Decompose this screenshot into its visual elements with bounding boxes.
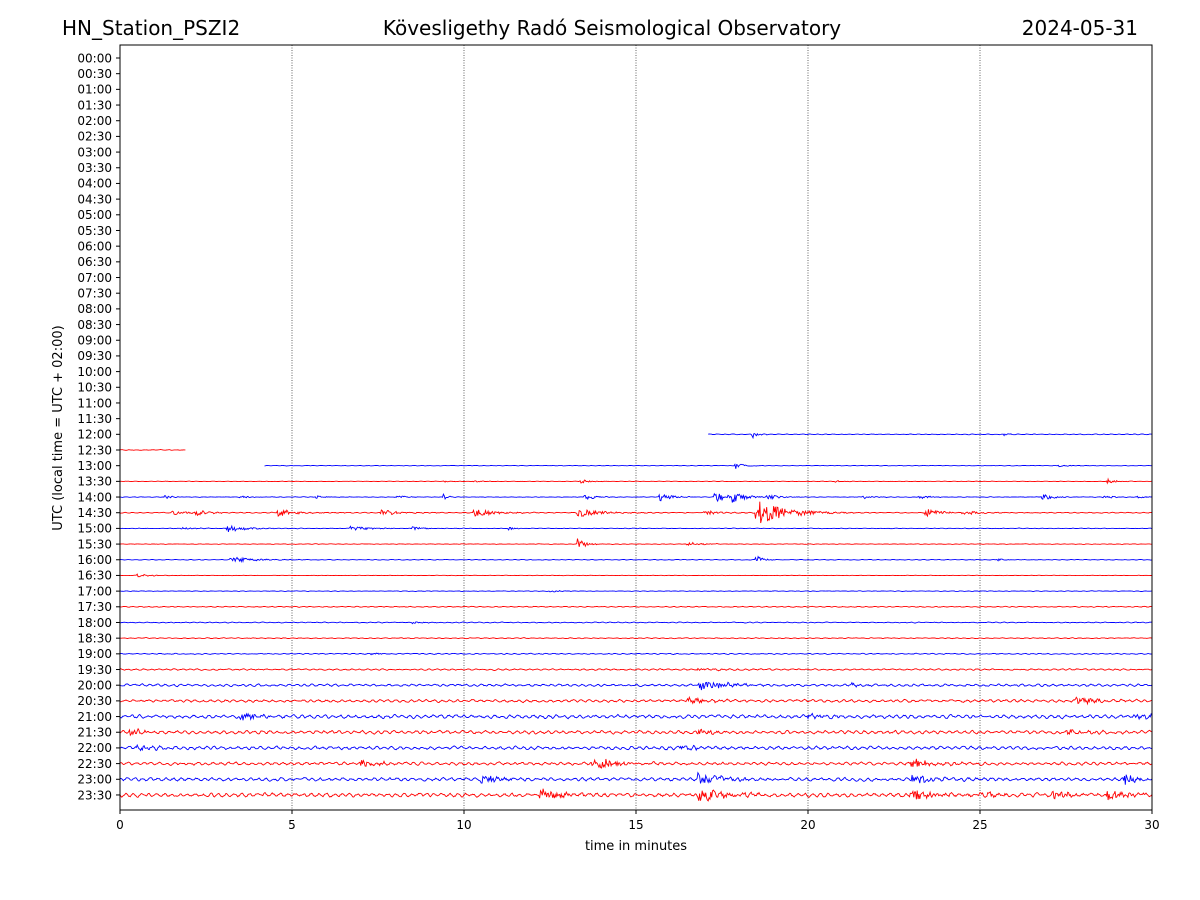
- y-tick-label: 03:00: [77, 145, 112, 159]
- trace-1430: [119, 501, 1153, 524]
- y-tick-label: 08:30: [77, 318, 112, 332]
- y-axis-label: UTC (local time = UTC + 02:00): [51, 325, 66, 530]
- seismogram-traces: [119, 432, 1153, 802]
- y-tick-label: 17:30: [77, 600, 112, 614]
- trace-1530: [119, 538, 1152, 548]
- y-tick-label: 05:00: [77, 208, 112, 222]
- y-tick-label: 21:30: [77, 726, 112, 740]
- y-tick-label: 16:00: [77, 553, 112, 567]
- trace-1630: [119, 573, 1152, 578]
- trace-2200: [119, 743, 1153, 752]
- trace-2230: [119, 758, 1153, 769]
- y-tick-label: 15:30: [77, 537, 112, 551]
- y-tick-label: 00:30: [77, 67, 112, 81]
- trace-1330: [120, 477, 1153, 485]
- trace-1200: [708, 432, 1153, 440]
- y-tick-label: 20:30: [77, 694, 112, 708]
- y-tick-label: 09:30: [77, 349, 112, 363]
- y-tick-label: 23:30: [77, 788, 112, 802]
- trace-1700: [119, 590, 1152, 593]
- trace-1930: [119, 667, 1153, 672]
- y-tick-label: 21:00: [77, 710, 112, 724]
- x-tick-label: 15: [628, 818, 643, 832]
- trace-1900: [119, 652, 1153, 656]
- y-tick-label: 13:00: [77, 459, 112, 473]
- y-tick-label: 23:00: [77, 773, 112, 787]
- y-tick-label: 12:30: [77, 443, 112, 457]
- y-tick-label: 10:00: [77, 365, 112, 379]
- y-tick-label: 04:30: [77, 192, 112, 206]
- y-tick-label: 02:00: [77, 114, 112, 128]
- y-tick-label: 18:30: [77, 631, 112, 645]
- chart-title: Kövesligethy Radó Seismological Observat…: [383, 16, 841, 40]
- y-tick-label: 22:30: [77, 757, 112, 771]
- trace-1730: [120, 605, 1153, 608]
- chart-date: 2024-05-31: [1022, 16, 1138, 40]
- y-tick-label: 10:30: [77, 381, 112, 395]
- y-tick-label: 05:30: [77, 224, 112, 238]
- y-tick-label: 13:30: [77, 475, 112, 489]
- trace-1600: [119, 555, 1153, 563]
- y-tick-label: 22:00: [77, 741, 112, 755]
- y-tick-label: 11:00: [77, 396, 112, 410]
- x-tick-label: 30: [1144, 818, 1159, 832]
- y-tick-label: 01:00: [77, 83, 112, 97]
- station-name: HN_Station_PSZI2: [62, 16, 240, 40]
- x-axis-label: time in minutes: [585, 839, 687, 854]
- y-tick-label: 12:00: [77, 428, 112, 442]
- trace-2130: [119, 727, 1153, 737]
- y-tick-label: 00:00: [77, 51, 112, 65]
- y-tick-label: 14:30: [77, 506, 112, 520]
- y-tick-label: 11:30: [77, 412, 112, 426]
- x-tick-label: 20: [800, 818, 815, 832]
- trace-1230: [119, 449, 186, 451]
- gridlines: [291, 45, 981, 810]
- trace-2100: [119, 712, 1153, 721]
- x-tick-label: 10: [456, 818, 471, 832]
- y-tick-label: 18:00: [77, 616, 112, 630]
- x-axis-ticks: 0 5 10 15 20 25 30: [116, 810, 1160, 832]
- x-tick-label: 5: [288, 818, 296, 832]
- y-tick-label: 14:00: [77, 490, 112, 504]
- trace-2030: [119, 695, 1152, 706]
- y-tick-label: 03:30: [77, 161, 112, 175]
- trace-1830: [120, 637, 1153, 640]
- y-tick-label: 19:00: [77, 647, 112, 661]
- y-tick-label: 08:00: [77, 302, 112, 316]
- trace-1800: [119, 621, 1153, 625]
- y-tick-label: 06:30: [77, 255, 112, 269]
- y-tick-label: 07:30: [77, 287, 112, 301]
- y-tick-label: 02:30: [77, 130, 112, 144]
- x-tick-label: 0: [116, 818, 124, 832]
- y-tick-label: 16:30: [77, 569, 112, 583]
- y-tick-label: 07:00: [77, 271, 112, 285]
- trace-2000: [119, 681, 1153, 691]
- trace-1500: [120, 524, 1153, 532]
- y-tick-label: 06:00: [77, 239, 112, 253]
- y-tick-label: 17:00: [77, 584, 112, 598]
- y-tick-label: 04:00: [77, 177, 112, 191]
- trace-1400: [120, 492, 1153, 503]
- trace-1300: [264, 463, 1153, 469]
- trace-2330: [119, 788, 1153, 802]
- y-tick-label: 01:30: [77, 98, 112, 112]
- y-tick-label: 09:00: [77, 334, 112, 348]
- y-tick-label: 15:00: [77, 522, 112, 536]
- y-tick-label: 20:00: [77, 679, 112, 693]
- y-tick-label: 19:30: [77, 663, 112, 677]
- trace-2300: [120, 771, 1153, 785]
- x-tick-label: 25: [972, 818, 987, 832]
